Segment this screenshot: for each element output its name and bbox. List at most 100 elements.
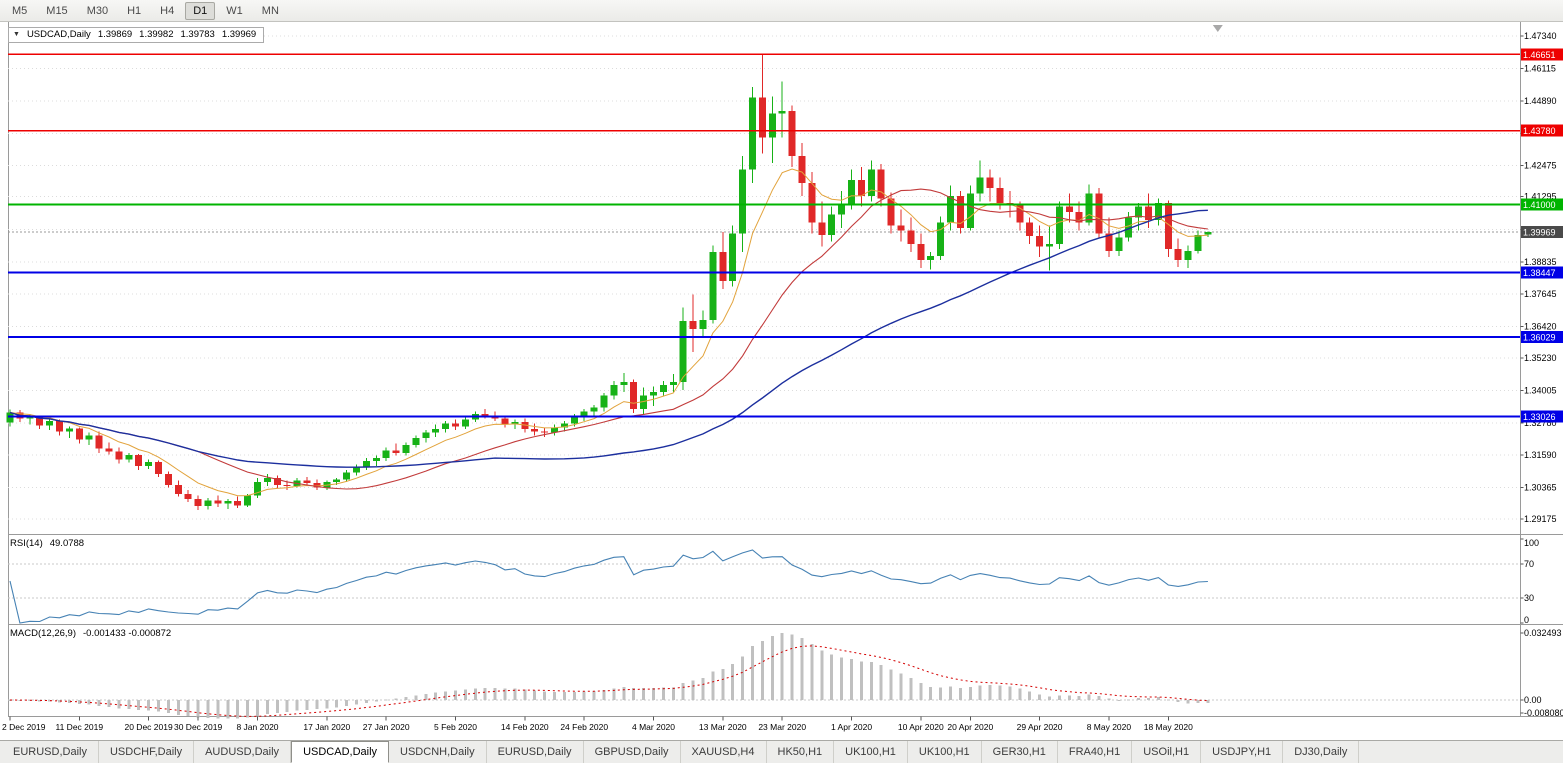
macd-bar	[1077, 696, 1081, 700]
symbol-tab-dj30-daily[interactable]: DJ30,Daily	[1283, 741, 1360, 763]
macd-bar	[869, 662, 873, 700]
macd-bar	[364, 700, 368, 703]
candle	[343, 472, 351, 480]
macd-bar	[67, 700, 71, 703]
current-price-badge	[1521, 225, 1563, 238]
macd-bar	[671, 687, 675, 700]
macd-bar	[335, 700, 339, 708]
candle	[392, 450, 400, 453]
macd-bar	[780, 633, 784, 700]
macd-bar	[721, 669, 725, 700]
macd-bar	[473, 688, 477, 700]
candle	[1055, 206, 1063, 244]
symbol-tab-eurusd-daily[interactable]: EURUSD,Daily	[2, 741, 99, 763]
level-price-badge	[1521, 330, 1563, 343]
timeframe-button-h4[interactable]: H4	[160, 4, 175, 17]
candle	[1204, 231, 1212, 235]
timeframe-button-m15[interactable]: M15	[46, 4, 68, 17]
level-price-badge	[1521, 198, 1563, 211]
symbol-tab-uk100-h1[interactable]: UK100,H1	[908, 741, 982, 763]
candle	[461, 419, 469, 427]
macd-bar	[543, 691, 547, 700]
symbol-tab-audusd-daily[interactable]: AUDUSD,Daily	[194, 741, 292, 763]
candle	[442, 423, 450, 429]
macd-bar	[414, 695, 418, 700]
candle	[244, 495, 252, 506]
macd-bar	[711, 671, 715, 700]
candle	[362, 460, 370, 468]
symbol-tab-gbpusd-daily[interactable]: GBPUSD,Daily	[584, 741, 681, 763]
symbol-tab-usdcnh-daily[interactable]: USDCNH,Daily	[389, 741, 487, 763]
macd-bar	[701, 677, 705, 700]
timeframe-button-m30[interactable]: M30	[86, 4, 109, 17]
candle	[778, 110, 786, 114]
symbol-tab-ger30-h1[interactable]: GER30,H1	[982, 741, 1058, 763]
timeframe-button-h1[interactable]: H1	[127, 4, 142, 17]
macd-bar	[166, 700, 170, 714]
price-tick-label: 1.29175	[1524, 514, 1557, 524]
symbol-tab-usoil-h1[interactable]: USOil,H1	[1132, 741, 1202, 763]
macd-tick-label: 0.00	[1524, 695, 1542, 705]
date-label: 30 Dec 2019	[174, 722, 222, 732]
date-label: 23 Mar 2020	[758, 722, 806, 732]
chart-menu-arrow-icon[interactable]: ▼	[13, 31, 20, 38]
symbol-tab-usdjpy-h1[interactable]: USDJPY,H1	[1201, 741, 1284, 763]
chart-shift-marker-icon[interactable]	[1212, 25, 1223, 32]
candle	[1194, 234, 1202, 251]
macd-bar	[879, 665, 883, 700]
symbol-tab-xauusd-h4[interactable]: XAUUSD,H4	[681, 741, 767, 763]
macd-bar	[444, 691, 448, 700]
price-tick-label: 1.36420	[1524, 321, 1557, 331]
symbol-tab-uk100-h1[interactable]: UK100,H1	[834, 741, 908, 763]
symbol-tab-usdcad-daily[interactable]: USDCAD,Daily	[291, 741, 390, 763]
macd-bar	[236, 700, 240, 719]
candle	[659, 384, 667, 392]
macd-bar	[374, 700, 378, 702]
rsi-value: 49.0788	[49, 538, 85, 549]
timeframe-toolbar: M5 M15 M30 H1 H4 D1 W1 MN	[0, 0, 1563, 22]
candle	[184, 493, 192, 500]
candle	[947, 196, 954, 223]
candle	[353, 467, 360, 473]
macd-bar	[226, 700, 230, 719]
timeframe-button-d1[interactable]: D1	[185, 1, 216, 20]
candle	[580, 411, 588, 417]
candles-layer	[6, 53, 1212, 510]
macd-bar	[840, 657, 844, 700]
candle	[857, 180, 865, 197]
macd-bar	[355, 700, 358, 705]
candle	[1085, 193, 1093, 223]
macd-bar	[58, 700, 61, 703]
candle	[877, 169, 885, 199]
candle	[758, 97, 766, 138]
level-price-badge	[1521, 266, 1563, 279]
candle	[65, 428, 73, 432]
macd-bar	[394, 698, 398, 700]
symbol-tab-usdchf-daily[interactable]: USDCHF,Daily	[99, 741, 195, 763]
ohlc-close: 1.39969	[221, 29, 257, 40]
macd-bar	[147, 700, 151, 711]
chart-canvas[interactable]: 1.473401.461151.448901.436651.424751.412…	[0, 22, 1563, 740]
candle	[452, 423, 459, 427]
price-tick-label: 1.30365	[1524, 482, 1557, 492]
level-price-badge	[1521, 124, 1563, 137]
candle	[1036, 235, 1044, 247]
macd-bar	[622, 687, 626, 700]
macd-bar	[196, 700, 200, 718]
date-label: 27 Jan 2020	[363, 722, 410, 732]
symbol-tab-fra40-h1[interactable]: FRA40,H1	[1058, 741, 1133, 763]
macd-bar	[899, 673, 903, 700]
macd-label: MACD(12,26,9) -0.001433 -0.000872	[10, 628, 171, 639]
symbol-tab-hk50-h1[interactable]: HK50,H1	[767, 741, 835, 763]
symbol-tab-eurusd-daily[interactable]: EURUSD,Daily	[487, 741, 584, 763]
candle	[669, 382, 677, 385]
timeframe-button-w1[interactable]: W1	[226, 4, 243, 17]
candle	[1154, 202, 1162, 220]
timeframe-button-m5[interactable]: M5	[12, 4, 28, 17]
timeframe-button-mn[interactable]: MN	[261, 4, 279, 17]
macd-bar	[493, 687, 497, 700]
candle	[501, 418, 509, 425]
macd-bar	[157, 700, 160, 712]
macd-signal-line	[9, 645, 1208, 717]
macd-bar	[661, 687, 665, 700]
